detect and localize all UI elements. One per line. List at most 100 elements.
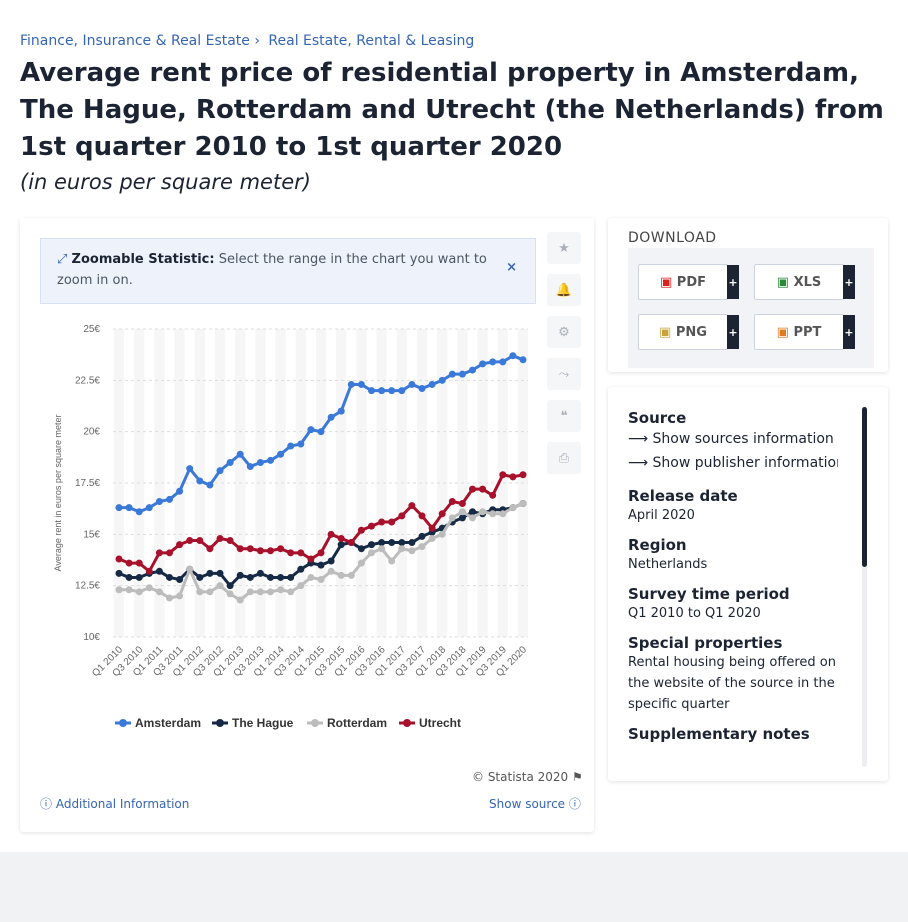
point — [388, 539, 396, 547]
point — [368, 549, 375, 557]
legend-marker — [216, 719, 224, 727]
point — [277, 545, 285, 553]
scrollbar[interactable] — [862, 407, 867, 767]
point — [226, 458, 234, 466]
legend-marker — [403, 719, 411, 727]
point — [337, 541, 345, 549]
breadcrumb: Finance, Insurance & Real Estate › Real … — [20, 33, 475, 49]
point — [499, 471, 507, 479]
y-tick-label: 12.5€ — [75, 581, 100, 592]
point — [398, 512, 406, 520]
download-title: DOWNLOAD — [628, 230, 717, 246]
point — [246, 573, 254, 581]
download-button[interactable]: ▣ XLS + — [754, 264, 855, 300]
point — [408, 547, 416, 555]
point — [125, 586, 133, 594]
point — [145, 504, 153, 512]
point — [115, 504, 123, 512]
point — [469, 366, 476, 374]
point — [196, 477, 204, 485]
source-link[interactable]: ⟶ Show sources information — [628, 431, 834, 447]
column-stripe — [497, 329, 508, 637]
point — [347, 539, 355, 547]
point — [428, 524, 436, 532]
point — [226, 536, 234, 544]
point — [155, 588, 163, 596]
point — [287, 588, 295, 596]
point — [297, 565, 305, 573]
point — [438, 376, 446, 384]
point — [226, 582, 234, 590]
point — [458, 370, 466, 378]
point — [297, 582, 305, 590]
point — [499, 358, 507, 366]
point — [135, 588, 143, 596]
point — [196, 588, 204, 596]
point — [519, 356, 527, 364]
settings-icon[interactable]: ⚙ — [547, 316, 581, 348]
y-tick-label: 25€ — [83, 324, 100, 335]
point — [166, 549, 173, 557]
point — [176, 592, 184, 600]
publisher-link[interactable]: ⟶ Show publisher information — [628, 455, 838, 471]
point — [448, 370, 456, 378]
share-icon[interactable]: ⤳ — [547, 358, 581, 390]
point — [378, 387, 386, 395]
point — [509, 473, 517, 481]
cite-icon[interactable]: ❝ — [547, 400, 581, 432]
point — [337, 407, 345, 415]
point — [155, 497, 163, 505]
close-button[interactable]: × — [506, 260, 517, 275]
point — [135, 508, 143, 516]
point — [448, 497, 456, 505]
point — [499, 510, 507, 518]
legend-label: Amsterdam — [135, 716, 201, 730]
point — [297, 549, 305, 557]
breadcrumb-link[interactable]: Finance, Insurance & Real Estate — [20, 33, 250, 49]
alert-icon[interactable]: 🔔 — [547, 274, 581, 306]
detail-label: Source — [628, 409, 687, 427]
details-list: Source ⟶ Show sources information ⟶ Show… — [628, 399, 838, 764]
y-tick-label: 17.5€ — [75, 478, 100, 489]
detail-label: Supplementary notes — [628, 725, 810, 743]
point — [458, 514, 466, 522]
point — [307, 573, 315, 581]
column-stripe — [437, 329, 448, 637]
point — [125, 504, 133, 512]
favorite-icon[interactable]: ★ — [547, 232, 581, 264]
zoom-text: Select the range in the chart you want t… — [57, 252, 487, 288]
point — [256, 588, 264, 596]
point — [489, 510, 497, 518]
legend-marker — [311, 719, 319, 727]
column-stripe — [255, 329, 266, 637]
point — [256, 547, 264, 555]
point — [327, 557, 335, 565]
download-button[interactable]: ▣ PPT + — [754, 314, 855, 350]
column-stripe — [315, 329, 327, 637]
point — [428, 380, 436, 388]
point — [186, 536, 194, 544]
breadcrumb-link[interactable]: Real Estate, Rental & Leasing — [268, 33, 475, 49]
print-icon[interactable]: ⎙ — [547, 442, 581, 474]
point — [277, 450, 285, 458]
point — [357, 559, 365, 567]
point — [357, 545, 365, 553]
additional-info[interactable]: ⓘ Additional Information — [40, 797, 190, 811]
point — [277, 573, 285, 581]
point — [388, 518, 396, 526]
point — [196, 573, 204, 581]
detail-text: April 2020 — [628, 508, 695, 523]
point — [115, 555, 123, 563]
point — [408, 539, 416, 547]
point — [246, 463, 254, 471]
point — [216, 569, 224, 577]
download-button[interactable]: ▣ PNG + — [638, 314, 739, 350]
point — [206, 545, 214, 553]
point — [438, 530, 446, 538]
show-source[interactable]: Show source ⓘ — [489, 797, 581, 811]
credit-text: © Statista 2020 — [472, 770, 569, 784]
point — [428, 534, 436, 542]
download-button[interactable]: ▣ PDF + — [638, 264, 739, 300]
point — [337, 571, 345, 579]
